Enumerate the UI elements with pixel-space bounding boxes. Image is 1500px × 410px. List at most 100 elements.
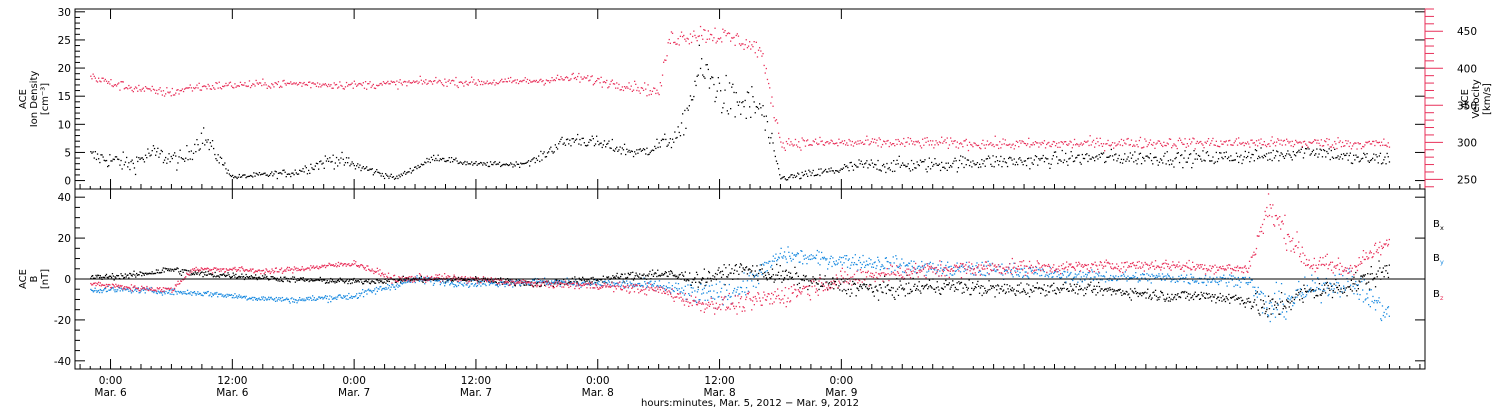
By-point — [828, 261, 831, 263]
By-point — [986, 272, 988, 274]
velocity-point — [1233, 142, 1235, 144]
Bx-point — [262, 277, 265, 279]
Bx-point — [344, 280, 346, 283]
velocity-point — [839, 142, 841, 144]
Bx-point — [1248, 301, 1251, 303]
Bx-point — [628, 274, 630, 276]
velocity-point — [465, 80, 467, 82]
Bx-point — [1187, 293, 1189, 295]
velocity-point — [419, 75, 421, 77]
Bx-point — [727, 276, 729, 278]
density-point — [692, 99, 694, 101]
Bx-point — [1346, 295, 1348, 297]
velocity-point — [554, 79, 556, 82]
density-point — [508, 164, 511, 166]
velocity-point — [1048, 141, 1050, 144]
By-point — [702, 292, 705, 294]
By-point — [475, 285, 478, 288]
velocity-point — [578, 72, 580, 75]
By-point — [480, 285, 482, 287]
velocity-point — [1095, 142, 1097, 145]
density-point — [1346, 152, 1348, 155]
density-point — [121, 168, 123, 170]
velocity-point — [174, 94, 176, 96]
By-point — [586, 283, 588, 286]
density-point — [311, 167, 313, 169]
velocity-point — [224, 85, 226, 87]
Bx-point — [687, 279, 689, 281]
Bx-point — [630, 272, 632, 274]
density-point — [1295, 155, 1297, 157]
density-point — [441, 157, 444, 160]
velocity-point — [1257, 145, 1259, 147]
density-tick-label: 5 — [64, 147, 71, 159]
density-point — [201, 142, 204, 144]
density-point — [527, 160, 530, 162]
By-point — [383, 287, 385, 289]
By-point — [940, 267, 942, 269]
Bx-point — [934, 291, 937, 293]
density-point — [239, 176, 242, 178]
density-point — [530, 160, 532, 162]
velocity-point — [663, 61, 665, 63]
density-point — [572, 138, 574, 140]
By-point — [297, 300, 299, 302]
velocity-point — [948, 144, 951, 146]
density-point — [162, 161, 165, 164]
Bx-point — [965, 284, 967, 286]
velocity-point — [1288, 142, 1290, 144]
density-point — [813, 175, 815, 177]
Bx-point — [1299, 290, 1302, 293]
density-point — [598, 144, 600, 146]
density-point — [421, 164, 424, 166]
density-point — [999, 160, 1001, 162]
density-point — [668, 142, 670, 144]
By-point — [280, 297, 282, 299]
density-point — [957, 167, 960, 169]
velocity-point — [1144, 138, 1146, 140]
Bx-point — [733, 272, 735, 275]
velocity-point — [723, 31, 725, 33]
velocity-point — [493, 79, 495, 81]
By-point — [982, 274, 984, 276]
Bx-point — [847, 288, 849, 291]
density-point — [322, 162, 324, 164]
Bx-point — [304, 280, 306, 282]
velocity-point — [887, 139, 889, 142]
density-point — [810, 174, 812, 177]
By-point — [583, 281, 585, 283]
Bx-point — [768, 273, 770, 276]
velocity-point — [203, 85, 205, 87]
Bx-point — [433, 279, 435, 281]
Bx-point — [1319, 294, 1321, 296]
velocity-point — [417, 82, 419, 85]
Bx-point — [362, 283, 365, 285]
density-point — [1155, 156, 1157, 158]
velocity-point — [93, 75, 95, 77]
density-point — [217, 154, 219, 156]
By-point — [694, 290, 696, 292]
density-point — [196, 139, 198, 141]
By-point — [862, 254, 864, 257]
By-point — [890, 262, 892, 264]
velocity-point — [1222, 143, 1224, 145]
velocity-point — [955, 146, 957, 148]
velocity-point — [756, 56, 759, 58]
density-point — [1178, 161, 1181, 164]
By-point — [899, 263, 901, 265]
velocity-point — [248, 80, 251, 82]
Bx-point — [123, 276, 126, 279]
By-point — [198, 292, 201, 295]
By-point — [651, 285, 653, 287]
Bx-point — [1163, 298, 1165, 300]
density-point — [1202, 150, 1204, 152]
Bx-point — [827, 288, 829, 291]
By-point — [830, 255, 832, 257]
density-point — [1321, 156, 1324, 158]
velocity-point — [233, 87, 235, 89]
density-point — [1053, 151, 1056, 153]
velocity-point — [284, 82, 286, 85]
density-point — [402, 172, 405, 174]
velocity-point — [575, 78, 578, 81]
Bx-point — [241, 273, 243, 275]
